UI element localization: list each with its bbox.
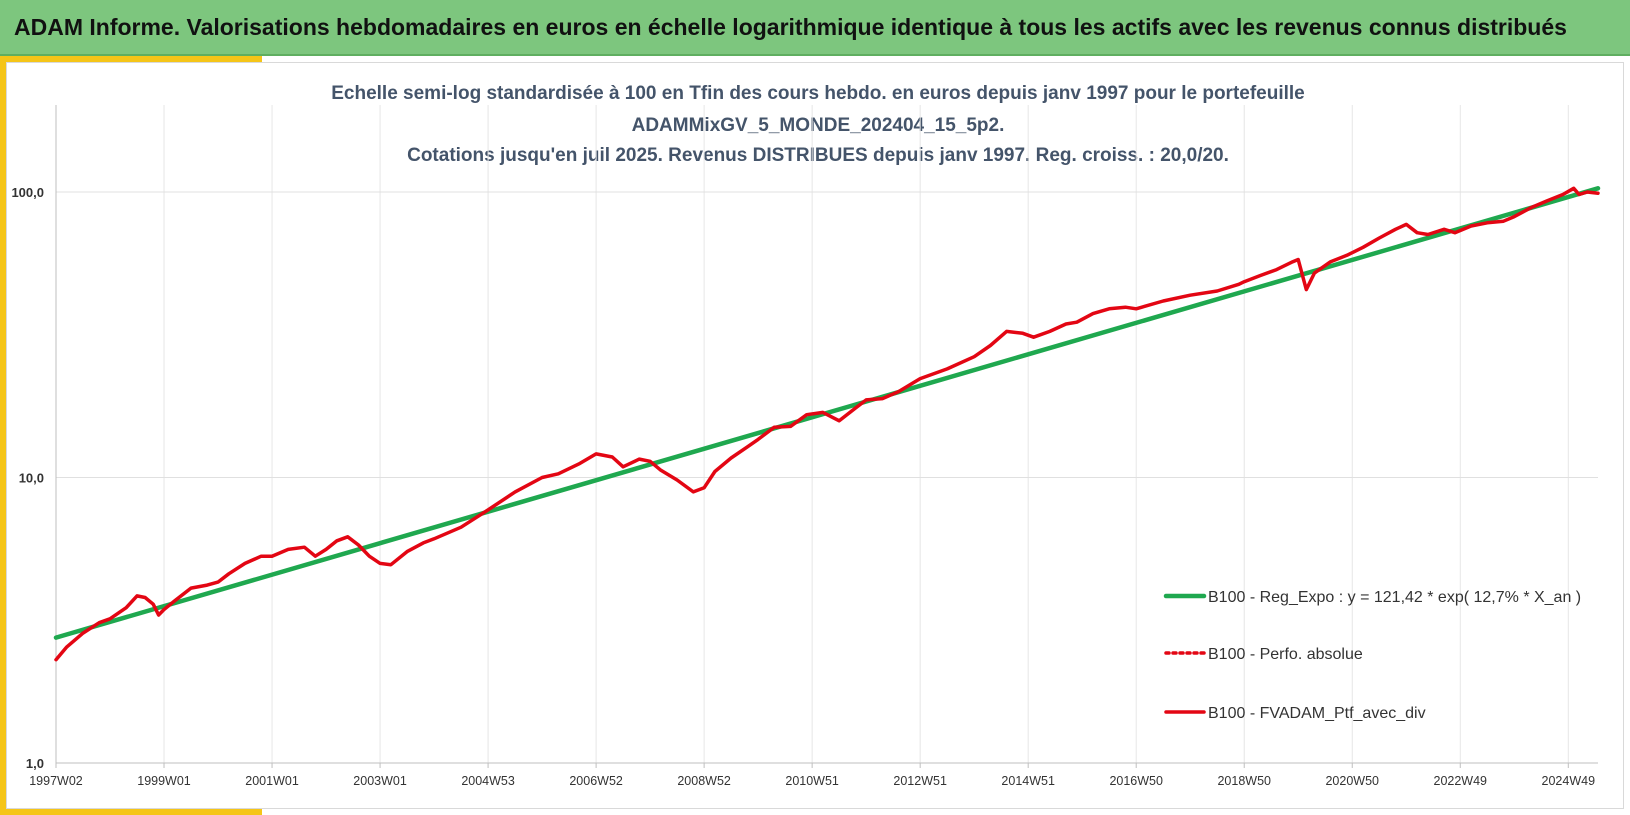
chart-title-line-3: Cotations jusqu'en juil 2025. Revenus DI… xyxy=(407,145,1229,166)
y-tick-label: 10,0 xyxy=(19,471,44,486)
chart-title-line-2: ADAMMixGV_5_MONDE_202404_15_5p2. xyxy=(632,115,1005,136)
x-tick-label: 2006W52 xyxy=(569,774,623,788)
x-tick-label: 2020W50 xyxy=(1325,774,1379,788)
chart-frame xyxy=(6,62,1624,809)
x-tick-label: 2003W01 xyxy=(353,774,407,788)
legend-label-0: B100 - Reg_Expo : y = 121,42 * exp( 12,7… xyxy=(1208,589,1581,606)
report-title: ADAM Informe. Valorisations hebdomadaire… xyxy=(14,14,1567,40)
y-axis-ticks: 1,0 10,0 100,0 xyxy=(11,185,44,771)
chart-title-line-1: Echelle semi-log standardisée à 100 en T… xyxy=(331,83,1305,104)
x-tick-label: 1999W01 xyxy=(137,774,191,788)
header-banner: ADAM Informe. Valorisations hebdomadaire… xyxy=(0,0,1630,56)
y-tick-label: 1,0 xyxy=(26,756,44,771)
x-tick-label: 2014W51 xyxy=(1001,774,1055,788)
x-tick-label: 2004W53 xyxy=(461,774,515,788)
series-line-2 xyxy=(54,186,1600,662)
y-tick-label: 100,0 xyxy=(11,185,44,200)
x-tick-label: 2022W49 xyxy=(1434,774,1488,788)
legend-label-1: B100 - Perfo. absolue xyxy=(1208,646,1363,663)
x-tick-label: 2012W51 xyxy=(893,774,947,788)
x-tick-label: 2008W52 xyxy=(677,774,731,788)
x-tick-label: 2010W51 xyxy=(785,774,839,788)
accent-bar-bottom xyxy=(0,809,262,815)
grid-lines xyxy=(55,105,1598,764)
x-axis-ticks: 1997W02 1999W01 2001W01 2003W01 2004W53 2006W… xyxy=(29,763,1595,788)
x-tick-label: 2016W50 xyxy=(1109,774,1163,788)
plot-series xyxy=(53,186,1601,662)
x-tick-label: 1997W02 xyxy=(29,774,83,788)
x-tick-label: 2024W49 xyxy=(1542,774,1596,788)
accent-bar-left xyxy=(0,56,6,815)
x-tick-label: 2018W50 xyxy=(1217,774,1271,788)
accent-bar-top xyxy=(0,56,262,62)
legend: B100 - Reg_Expo : y = 121,42 * exp( 12,7… xyxy=(1163,589,1581,722)
x-tick-label: 2001W01 xyxy=(245,774,299,788)
legend-label-2: B100 - FVADAM_Ptf_avec_div xyxy=(1208,705,1426,722)
